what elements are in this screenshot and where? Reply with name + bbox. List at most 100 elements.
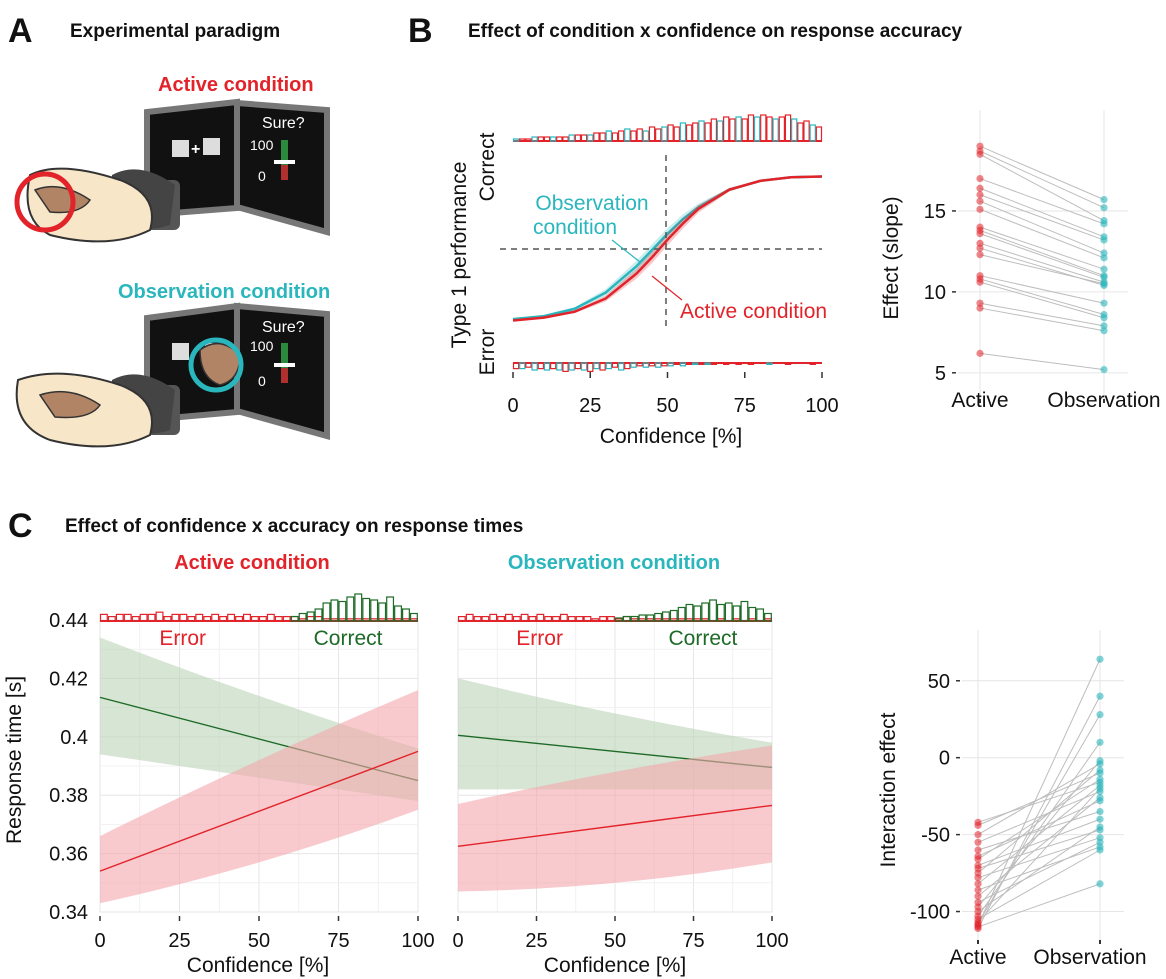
c-right-y-axis-label: Interaction effect bbox=[877, 712, 900, 867]
subject-line bbox=[977, 829, 1101, 869]
active-point bbox=[976, 244, 984, 252]
hist-correct-bar bbox=[701, 602, 710, 622]
y-tick-label: 0.36 bbox=[49, 844, 88, 866]
hist-correct-bar bbox=[630, 130, 637, 142]
hist-error-bar bbox=[583, 615, 592, 622]
panel-b-slope-chart: 5 10 15 Active Observation Effect (slope) bbox=[880, 110, 1161, 412]
hist-error-bar bbox=[123, 613, 132, 622]
c-observation-chart: Error Correct 0 25 50 75 100 bbox=[452, 599, 789, 952]
observation-point bbox=[1096, 823, 1104, 831]
subject-line bbox=[979, 302, 1105, 327]
active-point bbox=[976, 205, 984, 213]
hist-correct-bar bbox=[322, 602, 331, 622]
hist-error-bar bbox=[243, 613, 251, 622]
hist-correct-bar bbox=[378, 602, 387, 622]
panel-c: C Effect of confidence x accuracy on res… bbox=[3, 507, 1147, 977]
hist-error-bar bbox=[655, 362, 662, 368]
hist-error-bar bbox=[679, 362, 687, 367]
hist-correct-bar bbox=[716, 603, 725, 622]
hist-correct-bar bbox=[630, 615, 639, 622]
subject-line bbox=[977, 742, 1101, 917]
regression-line-error bbox=[457, 804, 773, 847]
hist-error-bar bbox=[661, 362, 668, 367]
c-observation-x-axis-label: Confidence [%] bbox=[544, 954, 686, 977]
hist-error-bar bbox=[544, 615, 553, 622]
y-top-label-correct: Correct bbox=[476, 132, 499, 201]
subject-line bbox=[979, 307, 1105, 332]
hist-correct-bar bbox=[519, 138, 526, 142]
hist-correct-bar bbox=[537, 136, 544, 142]
hist-error-bar bbox=[784, 362, 792, 365]
active-point bbox=[976, 174, 984, 183]
x-tick-label: 100 bbox=[755, 930, 788, 952]
hist-correct-bar bbox=[803, 120, 810, 142]
hist-error-bar bbox=[593, 362, 600, 370]
hist-error-bar bbox=[155, 611, 164, 622]
hist-correct-bar bbox=[290, 615, 299, 622]
hist-correct-bar bbox=[370, 599, 379, 622]
y-tick-label: 0.4 bbox=[60, 727, 88, 749]
subject-line bbox=[977, 791, 1101, 843]
b-right-y-axis-label: Effect (slope) bbox=[880, 196, 903, 319]
hist-correct-bar bbox=[354, 593, 363, 622]
confidence-slider bbox=[274, 160, 295, 164]
hist-correct-bar bbox=[756, 608, 765, 622]
hist-correct-bar bbox=[655, 128, 662, 142]
subject-line bbox=[979, 194, 1105, 241]
hist-error-bar bbox=[457, 615, 466, 622]
active-point bbox=[976, 230, 984, 238]
hist-correct-bar bbox=[724, 602, 733, 622]
observation-point bbox=[1100, 204, 1108, 212]
hist-correct-bar bbox=[386, 596, 395, 622]
hist-error-bar bbox=[531, 362, 538, 371]
hist-error-bar bbox=[211, 613, 220, 622]
hist-correct-bar bbox=[753, 116, 761, 142]
scale-bottom-2: 0 bbox=[258, 373, 266, 389]
observation-condition-label: Observation condition bbox=[118, 281, 330, 303]
hist-correct-bar bbox=[704, 122, 711, 142]
y-tick-label: 0.42 bbox=[49, 668, 88, 690]
observation-point bbox=[1096, 880, 1104, 888]
active-point bbox=[976, 278, 984, 286]
hist-error-bar bbox=[685, 362, 693, 365]
subject-line bbox=[977, 714, 1101, 925]
hist-error-bar bbox=[219, 615, 228, 622]
hist-correct-bar bbox=[617, 130, 625, 142]
hist-error-bar bbox=[692, 362, 699, 365]
hist-correct-bar bbox=[685, 603, 694, 622]
hist-correct-bar bbox=[611, 132, 619, 142]
hist-error-bar bbox=[642, 362, 650, 368]
hist-error-bar bbox=[667, 362, 674, 367]
observation-point bbox=[1100, 299, 1108, 307]
hist-error-bar bbox=[747, 362, 755, 365]
subject-line bbox=[979, 187, 1105, 238]
subject-line bbox=[977, 788, 1101, 923]
hist-correct-bar bbox=[614, 617, 623, 622]
c-observation-heading: Observation condition bbox=[508, 552, 720, 574]
x-tick-label: 25 bbox=[168, 930, 190, 952]
active-annotation-pointer bbox=[651, 275, 683, 301]
hist-error-bar bbox=[673, 362, 680, 365]
panel-a: A Experimental paradigm Active condition… bbox=[8, 12, 330, 448]
hist-correct-bar bbox=[790, 118, 798, 142]
x-tick-label: 50 bbox=[656, 395, 678, 417]
b-left-y-axis-label: Type 1 performance bbox=[448, 162, 471, 349]
active-point bbox=[974, 821, 982, 829]
subject-line bbox=[979, 242, 1105, 283]
hist-error-bar bbox=[648, 362, 656, 367]
subject-line bbox=[979, 281, 1105, 319]
hist-correct-bar bbox=[740, 600, 749, 622]
hist-correct-bar bbox=[587, 134, 594, 142]
panel-c-interaction-chart: -100 -50 0 50 Active Observation Interactio… bbox=[877, 630, 1147, 969]
hist-correct-bar bbox=[667, 124, 674, 142]
panel-b-sigmoid-chart: 0 25 50 75 100 Confidence [%] Type 1 perform… bbox=[448, 114, 839, 448]
x-tick-label: 0 bbox=[452, 930, 463, 952]
hist-correct-bar bbox=[760, 114, 767, 142]
active-point bbox=[976, 251, 984, 259]
hist-correct-bar bbox=[314, 608, 323, 622]
svg-text:+: + bbox=[191, 141, 200, 158]
y-bottom-label-error: Error bbox=[476, 329, 499, 376]
hist-error-bar bbox=[274, 615, 283, 622]
hist-correct-bar bbox=[723, 116, 730, 142]
active-point bbox=[974, 880, 982, 888]
